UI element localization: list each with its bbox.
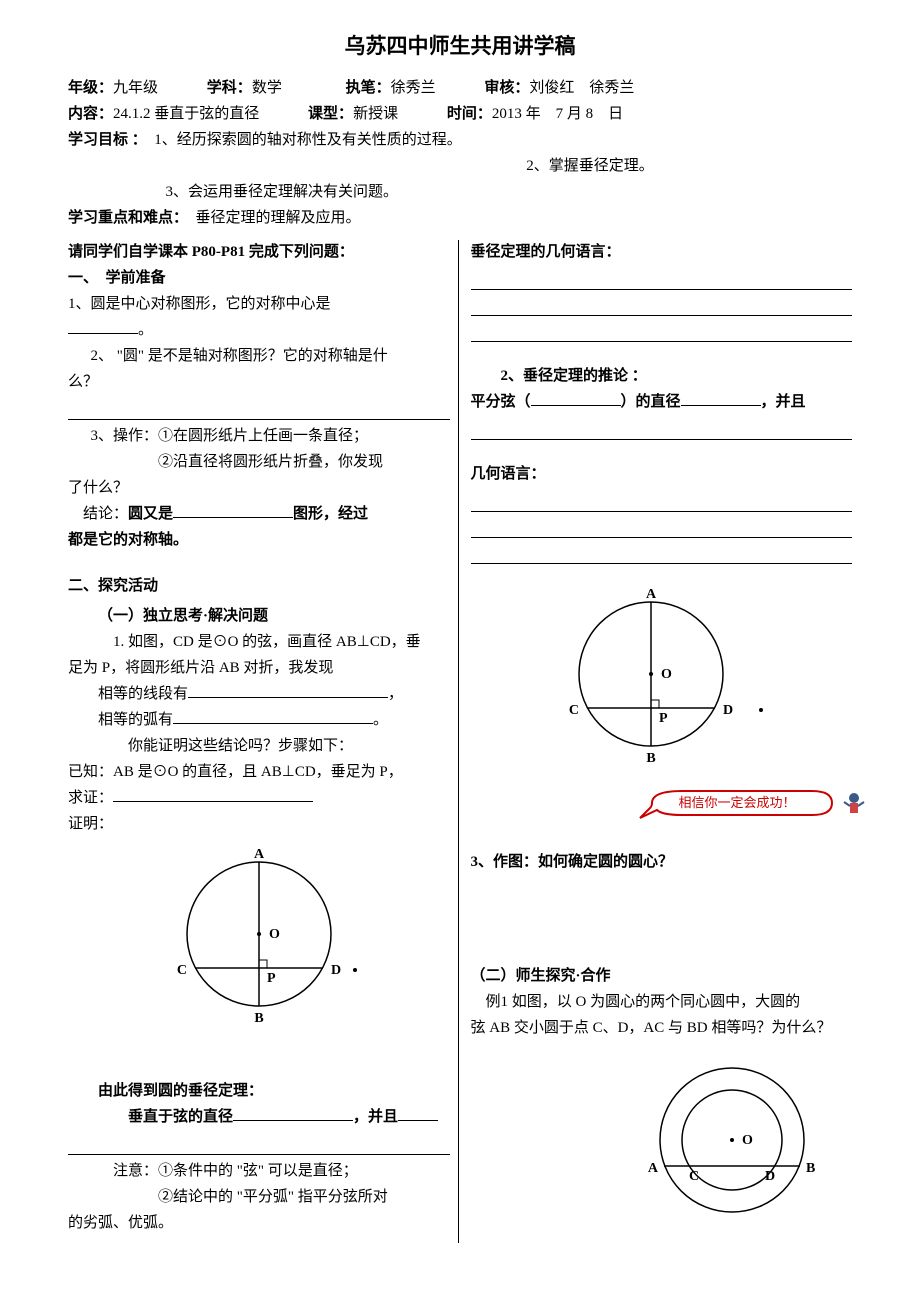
focus-text: 垂径定理的理解及应用。	[196, 210, 361, 226]
concentric-diagram: O A B C D	[622, 1060, 842, 1235]
explore-p1b: 足为 P，将圆形纸片沿 AB 对折，我发现	[68, 656, 450, 680]
explore-p1a: 1. 如图，CD 是⊙O 的弦，画直径 AB⊥CD，垂	[68, 630, 450, 654]
svg-text:O: O	[269, 927, 280, 942]
writer-value: 徐秀兰	[391, 80, 436, 96]
encouragement-bubble: 相信你一定会成功！	[632, 786, 852, 828]
instruction: 请同学们自学课本 P80-P81 完成下列问题：	[68, 240, 450, 264]
page-title: 乌苏四中师生共用讲学稿	[68, 30, 852, 64]
conc-a: 结论：	[83, 506, 128, 522]
svg-text:D: D	[331, 963, 341, 978]
svg-text:P: P	[267, 971, 276, 986]
prep-item-2a: 2、 "圆" 是不是轴对称图形？它的对称轴是什	[68, 344, 450, 368]
prove2: 证明：	[68, 812, 450, 836]
circle-diagram-2: A B C D O P	[551, 584, 771, 774]
blank-line-1	[68, 398, 450, 420]
note-3: 的劣弧、优弧。	[68, 1211, 450, 1235]
conc-b: 圆又是	[128, 506, 173, 522]
prep-item-3a: 3、操作：①在圆形纸片上任画一条直径；	[68, 424, 450, 448]
right-column: 垂径定理的几何语言： 2、垂径定理的推论 ： 平分弦（）的直径，并且 几何语言：…	[471, 240, 853, 1243]
goals-label: 学习目标 ：	[68, 132, 139, 148]
blank-r7	[471, 542, 853, 564]
header-row-2: 内容：24.1.2 垂直于弦的直径 课型：新授课 时间：2013 年 7 月 8…	[68, 102, 852, 126]
svg-text:B: B	[647, 751, 656, 766]
content-label: 内容：	[68, 106, 113, 122]
coro-head: 2、垂径定理的推论 ：	[471, 364, 853, 388]
goal-2-row: 2、掌握垂径定理。	[68, 154, 852, 178]
blank-r2	[471, 294, 853, 316]
goal-1: 1、经历探索圆的轴对称性及有关性质的过程。	[154, 132, 462, 148]
theorem-head: 由此得到圆的垂径定理：	[68, 1079, 450, 1103]
svg-text:O: O	[742, 1133, 753, 1148]
two-column-layout: 请同学们自学课本 P80-P81 完成下列问题： 一、 学前准备 1、圆是中心对…	[68, 240, 852, 1243]
goal-3-row: 3、会运用垂径定理解决有关问题。	[68, 180, 852, 204]
explore-heading: 二、探究活动	[68, 574, 450, 598]
focus-row: 学习重点和难点： 垂径定理的理解及应用。	[68, 206, 852, 230]
ex1-a: 例1 如图，以 O 为圆心的两个同心圆中，大圆的	[471, 990, 853, 1014]
prove: 求证：	[68, 786, 450, 810]
grade-value: 九年级	[113, 80, 158, 96]
prep-item-2b: 么？	[68, 370, 450, 394]
svg-text:相信你一定会成功！: 相信你一定会成功！	[678, 795, 795, 810]
svg-text:C: C	[569, 703, 579, 718]
prep-item-3b: ②沿直径将圆形纸片折叠，你发现	[68, 450, 450, 474]
explore-sub1: （一）独立思考·解决问题	[68, 604, 450, 628]
goal-3: 3、会运用垂径定理解决有关问题。	[166, 184, 399, 200]
reviewer-label: 审核：	[484, 80, 529, 96]
time-value: 2013 年 7 月 8 日	[492, 106, 623, 122]
svg-text:O: O	[661, 667, 672, 682]
explore-seg: 相等的线段有，	[68, 682, 450, 706]
reviewer-value: 刘俊红 徐秀兰	[529, 80, 634, 96]
sub2-heading: （二）师生探究·合作	[471, 964, 853, 988]
left-column: 请同学们自学课本 P80-P81 完成下列问题： 一、 学前准备 1、圆是中心对…	[68, 240, 459, 1243]
goal-2: 2、掌握垂径定理。	[526, 158, 654, 174]
time-label: 时间：	[447, 106, 492, 122]
svg-text:A: A	[646, 587, 657, 602]
header-row-1: 年级：九年级 学科：数学 执笔：徐秀兰 审核：刘俊红 徐秀兰	[68, 76, 852, 100]
theorem-body: 垂直于弦的直径，并且	[68, 1105, 450, 1129]
explore-arc: 相等的弧有。	[68, 708, 450, 732]
type-value: 新授课	[353, 106, 398, 122]
svg-text:D: D	[723, 703, 733, 718]
svg-text:D: D	[765, 1169, 775, 1184]
prep-item-1: 1、圆是中心对称图形，它的对称中心是	[68, 292, 450, 316]
prep-item-3c: 了什么？	[68, 476, 450, 500]
conc-c: 图形，经过	[293, 506, 368, 522]
subject-value: 数学	[252, 80, 282, 96]
type-label: 课型：	[308, 106, 353, 122]
blank-r5	[471, 490, 853, 512]
note-1: 注意：①条件中的 "弦" 可以是直径；	[68, 1159, 450, 1183]
content-value: 24.1.2 垂直于弦的直径	[113, 106, 259, 122]
blank-r6	[471, 516, 853, 538]
blank-r3	[471, 320, 853, 342]
blank-line-2	[68, 1133, 450, 1155]
goals-row: 学习目标 ： 1、经历探索圆的轴对称性及有关性质的过程。	[68, 128, 852, 152]
svg-text:A: A	[254, 847, 265, 862]
prep-heading: 一、 学前准备	[68, 266, 450, 290]
draw-question: 3、作图：如何确定圆的圆心？	[471, 850, 853, 874]
prep-conc-d: 都是它的对称轴。	[68, 528, 450, 552]
prep-conclusion: 结论：圆又是 图形，经过	[68, 502, 450, 526]
svg-text:A: A	[648, 1161, 659, 1176]
coro-body: 平分弦（）的直径，并且	[471, 390, 853, 414]
circle-diagram-1: A B C D O P	[159, 844, 359, 1029]
blank-r4	[471, 418, 853, 440]
blank-r1	[471, 268, 853, 290]
svg-text:C: C	[689, 1169, 699, 1184]
geolang2-head: 几何语言：	[471, 462, 853, 486]
proof-q: 你能证明这些结论吗？步骤如下：	[68, 734, 450, 758]
note-2: ②结论中的 "平分弧" 指平分弦所对	[68, 1185, 450, 1209]
focus-label: 学习重点和难点：	[68, 210, 181, 226]
prep-item-1-blank: 。	[68, 318, 450, 342]
svg-text:C: C	[177, 963, 187, 978]
geolang-head: 垂径定理的几何语言：	[471, 240, 853, 264]
ex1-b: 弦 AB 交小圆于点 C、D，AC 与 BD 相等吗？为什么？	[471, 1016, 853, 1040]
writer-label: 执笔：	[346, 80, 391, 96]
given: 已知：AB 是⊙O 的直径，且 AB⊥CD，垂足为 P，	[68, 760, 450, 784]
subject-label: 学科：	[207, 80, 252, 96]
svg-text:P: P	[659, 711, 668, 726]
svg-text:B: B	[806, 1161, 815, 1176]
svg-text:B: B	[254, 1011, 263, 1026]
grade-label: 年级：	[68, 80, 113, 96]
